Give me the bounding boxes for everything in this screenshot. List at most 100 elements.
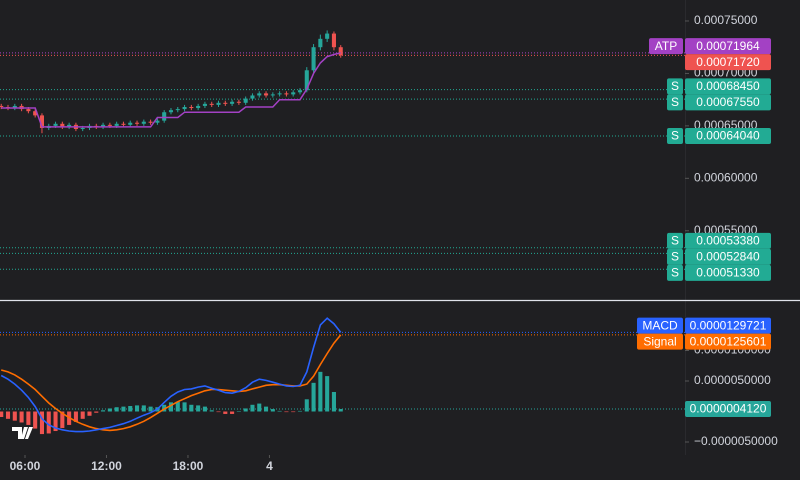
- name-label: S: [671, 129, 679, 143]
- price-label: 0.00051330: [696, 265, 760, 279]
- histogram-bar: [94, 411, 99, 413]
- candle-body: [101, 124, 106, 127]
- candle-body: [155, 120, 160, 123]
- name-label: S: [671, 265, 679, 279]
- price-label: 0.00053380: [696, 233, 760, 247]
- histogram-bar: [0, 411, 4, 417]
- candle-body: [304, 70, 309, 91]
- candle-body: [318, 38, 323, 48]
- candle-body: [0, 105, 4, 107]
- histogram-bar: [46, 411, 51, 434]
- candle-body: [338, 47, 343, 56]
- atp-line: [1, 52, 341, 128]
- candle-body: [236, 101, 241, 103]
- candle-body: [114, 123, 119, 126]
- histogram-bar: [101, 410, 106, 412]
- price-label-box: [685, 38, 771, 55]
- name-label-box: [637, 317, 683, 334]
- candle-body: [291, 92, 296, 95]
- price-label: 0.00067550: [696, 95, 760, 109]
- histogram-bar: [107, 408, 112, 412]
- histogram-bar: [284, 411, 289, 413]
- histogram-bar: [162, 404, 167, 412]
- price-label: 0.00068450: [696, 79, 760, 93]
- candle-body: [264, 93, 269, 96]
- candle-body: [80, 127, 85, 130]
- candle-body: [128, 122, 133, 125]
- candle-body: [175, 109, 180, 111]
- y-tick-label: 0.00060000: [694, 170, 758, 184]
- histogram-bar: [318, 371, 323, 412]
- price-label-box: [685, 333, 771, 350]
- histogram-bar: [325, 376, 330, 412]
- price-label-box: [685, 317, 771, 334]
- histogram-bar: [311, 382, 316, 412]
- name-label-box: [637, 333, 683, 350]
- histogram-bar: [19, 411, 24, 423]
- candle-body: [223, 102, 228, 104]
- logo: [12, 427, 33, 439]
- x-tick-label: 4: [266, 459, 273, 473]
- candle-body: [148, 121, 153, 123]
- candle-body: [189, 106, 194, 109]
- y-tick-label: 0.00075000: [694, 13, 758, 27]
- candle-body: [162, 112, 167, 121]
- name-label-box: [667, 248, 683, 265]
- candle-body: [230, 101, 235, 104]
- histogram-bar: [257, 403, 262, 412]
- histogram-bar: [141, 405, 146, 412]
- name-label-box: [667, 127, 683, 144]
- price-label-box: [685, 400, 771, 417]
- candle-body: [270, 94, 275, 96]
- candle-body: [182, 106, 187, 110]
- histogram-bar: [26, 411, 31, 425]
- candle-body: [121, 123, 126, 125]
- candle-body: [26, 109, 31, 112]
- price-label-box: [685, 248, 771, 265]
- candle-body: [60, 123, 65, 127]
- histogram-bar: [33, 411, 38, 429]
- name-label: S: [671, 249, 679, 263]
- candle-body: [311, 47, 316, 71]
- x-tick-label: 06:00: [10, 459, 41, 473]
- histogram-bar: [12, 411, 17, 421]
- candle-body: [257, 93, 262, 96]
- histogram-bar: [189, 404, 194, 412]
- histogram-bar: [87, 411, 92, 416]
- candle-body: [331, 33, 336, 48]
- name-label: S: [671, 233, 679, 247]
- price-label: 0.00071964: [696, 39, 760, 53]
- x-tick-label: 18:00: [173, 459, 204, 473]
- histogram-bar: [196, 405, 201, 412]
- candle-body: [202, 103, 207, 106]
- price-label-box: [685, 94, 771, 111]
- candle-body: [107, 124, 112, 126]
- candle-body: [297, 90, 303, 93]
- price-label-box: [685, 264, 771, 281]
- histogram-bar: [297, 410, 303, 412]
- candle-body: [243, 98, 248, 103]
- histogram-bar: [304, 399, 309, 412]
- candle-body: [325, 33, 330, 39]
- price-label: 0.0000125601: [690, 334, 767, 348]
- name-label: Signal: [643, 334, 676, 348]
- histogram-bar: [80, 411, 85, 419]
- candle-body: [168, 110, 174, 113]
- histogram-bar: [338, 408, 343, 412]
- candle-body: [53, 123, 58, 126]
- y-tick-label: −0.0000050000: [694, 434, 778, 448]
- histogram-bar: [277, 410, 282, 412]
- candle-body: [209, 103, 214, 105]
- histogram-bar: [264, 406, 269, 412]
- candle-body: [284, 93, 289, 95]
- histogram-bar: [134, 405, 140, 412]
- candle-body: [277, 93, 282, 95]
- price-label: 0.0000004120: [690, 402, 767, 416]
- histogram-bar: [175, 401, 180, 412]
- name-label-box: [667, 232, 683, 249]
- name-label-box: [649, 38, 683, 55]
- histogram-bar: [250, 404, 255, 412]
- price-label-box: [685, 54, 771, 71]
- candle-body: [141, 121, 146, 124]
- histogram-bar: [39, 411, 45, 435]
